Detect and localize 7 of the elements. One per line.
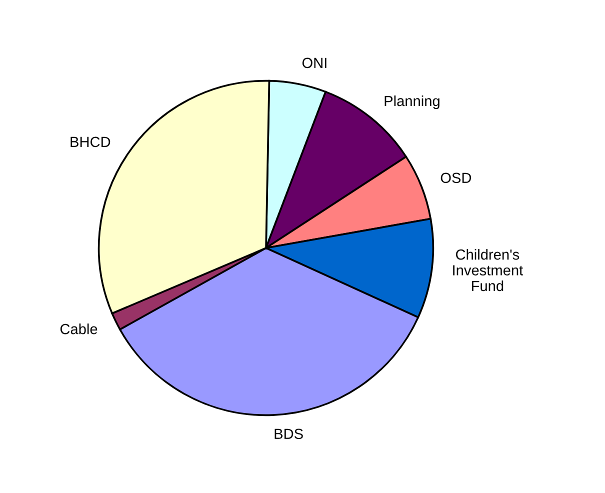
slice-label: OSD <box>440 172 472 184</box>
slice-label: Children's Investment Fund <box>453 249 523 292</box>
slice-label: BDS <box>274 428 303 440</box>
slice-label: BHCD <box>70 136 110 148</box>
slice-label: ONI <box>302 58 326 68</box>
slice-label: Cable <box>60 324 98 334</box>
slice-label: Planning <box>384 95 440 110</box>
